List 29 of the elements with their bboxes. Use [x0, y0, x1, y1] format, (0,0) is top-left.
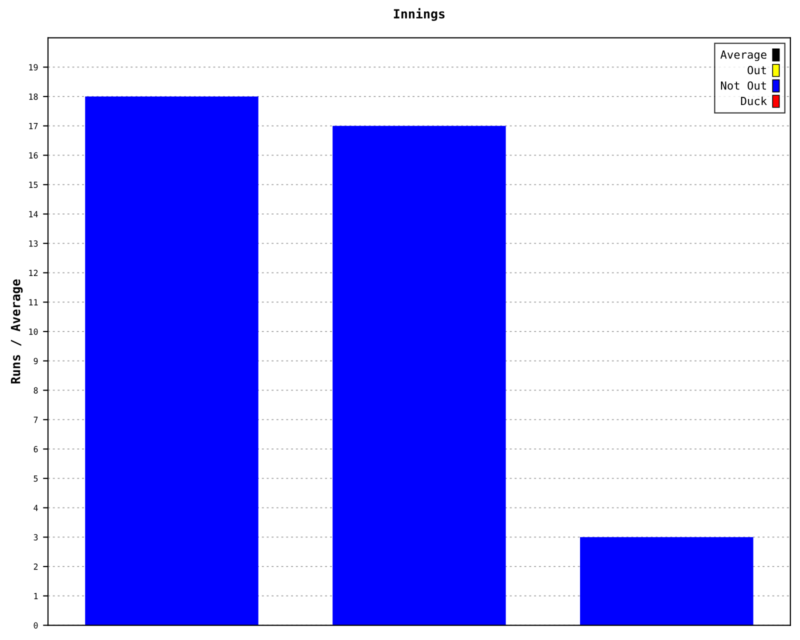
y-axis-title: Runs / Average [10, 279, 23, 384]
legend-label: Average [720, 50, 766, 62]
bar [580, 537, 754, 626]
y-tick-label: 10 [29, 328, 38, 335]
y-tick-label: 16 [29, 152, 38, 159]
y-tick-label: 12 [29, 270, 38, 276]
bar [332, 126, 506, 626]
y-tick-label: 7 [34, 416, 38, 423]
y-tick-label: 9 [34, 358, 38, 364]
y-tick-label: 4 [34, 504, 38, 511]
y-tick-label: 8 [34, 387, 38, 394]
y-tick-label: 15 [29, 182, 38, 188]
y-tick-label: 14 [29, 211, 38, 218]
y-tick-label: 19 [29, 64, 38, 70]
y-tick-label: 6 [34, 446, 38, 452]
y-tick-label: 1 [34, 593, 38, 600]
y-tick-label: 13 [29, 240, 38, 247]
legend-label: Duck [741, 96, 767, 106]
legend-label: Not Out [720, 81, 766, 90]
bar [85, 96, 258, 626]
y-tick-label: 3 [34, 534, 38, 540]
y-tick-label: 17 [29, 123, 38, 130]
y-tick-label: 11 [29, 299, 38, 306]
chart-title: Innings [394, 8, 445, 21]
y-tick-label: 18 [29, 94, 38, 100]
y-tick-label: 2 [34, 564, 38, 570]
y-tick-label: 5 [34, 476, 38, 482]
y-tick-label: 0 [34, 622, 38, 629]
legend-label: Out [748, 66, 766, 74]
